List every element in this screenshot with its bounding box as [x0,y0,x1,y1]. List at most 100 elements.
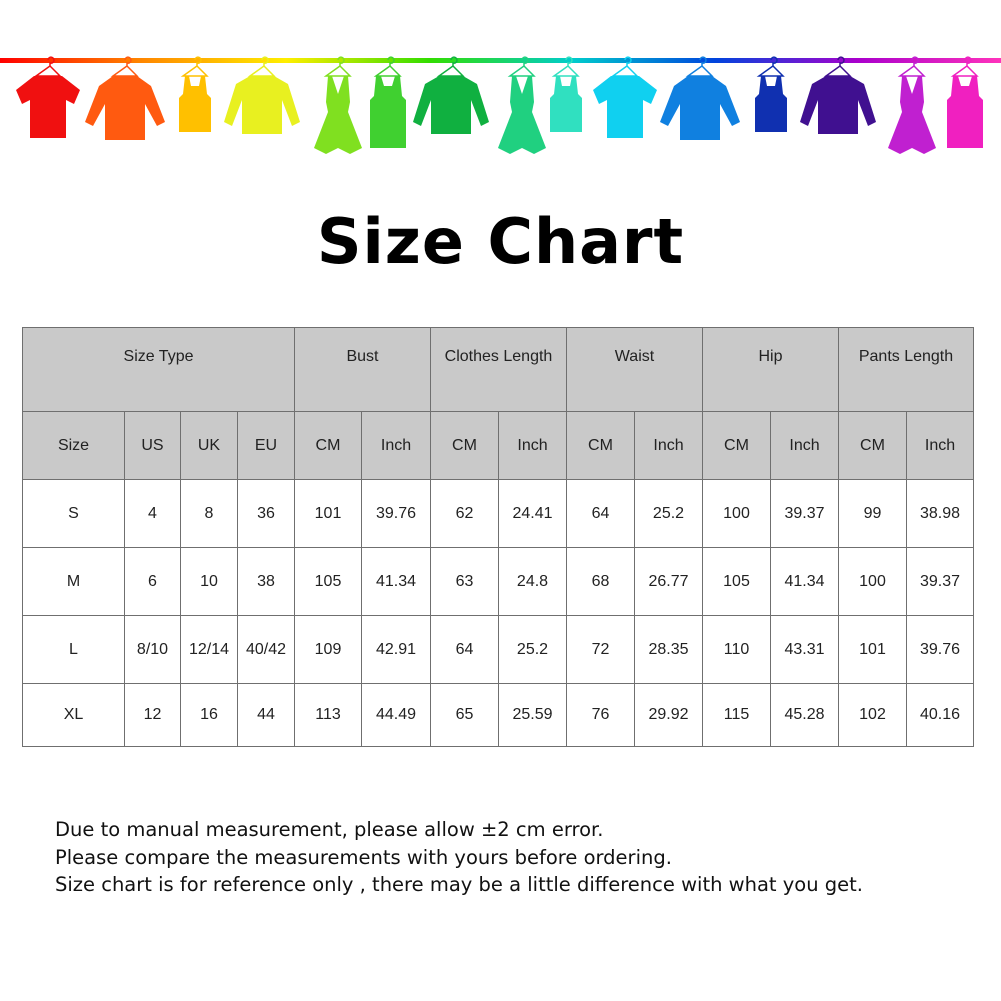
table-cell: 40.16 [906,683,974,747]
table-cell: 39.37 [906,547,974,616]
sub-header-cell: CM [294,411,362,480]
table-cell: 64 [566,479,635,548]
hanger-icon [897,56,926,77]
table-cell: 38.98 [906,479,974,548]
table-cell: 29.92 [634,683,703,747]
tank-top-icon [179,56,211,132]
sub-header-cell: Inch [634,411,703,480]
hanger-icon [823,56,852,77]
sub-header-cell: CM [430,411,499,480]
belted-dress-icon [947,56,983,148]
table-cell: 113 [294,683,362,747]
page-title: Size Chart [316,205,685,278]
hanger-icon [551,56,580,77]
table-cell: 63 [430,547,499,616]
table-cell: 44 [237,683,295,747]
table-cell: 4 [124,479,181,548]
dress-icon [314,56,362,154]
header-clothes-length: Clothes Length [430,327,567,412]
table-cell: M [22,547,125,616]
tshirt-icon [593,56,657,138]
table-cell: 41.34 [361,547,431,616]
table-cell: 39.76 [361,479,431,548]
table-cell: 39.76 [906,615,974,684]
table-cell: 24.8 [498,547,567,616]
shirt-icon [660,56,740,140]
table-cell: 39.37 [770,479,839,548]
table-cell: 42.91 [361,615,431,684]
table-cell: 25.59 [498,683,567,747]
sub-header-cell: EU [237,411,295,480]
table-cell: 72 [566,615,635,684]
sub-header-cell: Inch [498,411,567,480]
table-cell: 28.35 [634,615,703,684]
clothes-rod [0,58,1001,63]
sub-header-cell: CM [566,411,635,480]
table-row: M 6 10 38 105 41.34 63 24.8 68 26.77 105 41.34 100 39… [22,547,974,616]
header-hip: Hip [702,327,839,412]
tank-top-icon [755,56,787,132]
table-cell: 100 [702,479,771,548]
hanger-icon [685,56,714,77]
table-cell: 12/14 [180,615,238,684]
hanger-icon [247,56,276,77]
sub-header-row: Size US UK EU CM Inch CM Inch CM Inch CM Inch CM Inch [22,411,974,480]
table-cell: 105 [702,547,771,616]
table-cell: 6 [124,547,181,616]
table-cell: 102 [838,683,907,747]
table-cell: 68 [566,547,635,616]
hanger-icon [507,56,536,77]
hanger-icon [950,56,979,77]
sub-header-cell: CM [702,411,771,480]
table-row: L 8/10 12/14 40/42 109 42.91 64 25.2 72 28.35 110 4… [22,615,974,684]
table-cell: 8/10 [124,615,181,684]
clothes-hanger-banner [0,56,1001,154]
sub-header-cell: CM [838,411,907,480]
note-line: Due to manual measurement, please allow … [55,818,604,841]
table-cell: 8 [180,479,238,548]
table-cell: 36 [237,479,295,548]
table-cell: 76 [566,683,635,747]
shirt-icon [85,56,165,140]
table-cell: 64 [430,615,499,684]
table-cell: 101 [294,479,362,548]
dress-icon [888,56,936,154]
table-cell: 115 [702,683,771,747]
table-row: S 4 8 36 101 39.76 62 24.41 64 25.2 100 39.37 99 38.9… [22,479,974,548]
hanger-icon [610,56,639,77]
table-cell: 25.2 [498,615,567,684]
sweater-icon [800,56,876,134]
table-cell: 16 [180,683,238,747]
table-row: XL 12 16 44 113 44.49 65 25.59 76 29.92 115 45.28 10… [22,683,974,747]
size-chart-table: Size Type Bust Clothes Length Waist Hip … [22,327,974,747]
table-cell: XL [22,683,125,747]
hanger-icon [756,56,785,77]
table-cell: 41.34 [770,547,839,616]
table-cell: 100 [838,547,907,616]
table-cell: 45.28 [770,683,839,747]
hanger-icon [180,56,209,77]
header-size-type: Size Type [22,327,295,412]
sub-header-cell: Inch [770,411,839,480]
sub-header-cell: Inch [906,411,974,480]
note-line: Please compare the measurements with you… [55,845,672,869]
hanger-icon [323,56,352,77]
table-cell: 43.31 [770,615,839,684]
hanger-icon [436,56,465,77]
header-bust: Bust [294,327,431,412]
table-cell: L [22,615,125,684]
table-cell: 65 [430,683,499,747]
table-cell: 40/42 [237,615,295,684]
table-cell: 24.41 [498,479,567,548]
sweater-icon [224,56,300,134]
table-cell: 105 [294,547,362,616]
belted-dress-icon [370,56,406,148]
hanger-icon [110,56,139,77]
dress-icon [498,56,546,154]
sweater-icon [413,56,489,134]
table-cell: 44.49 [361,683,431,747]
table-cell: 38 [237,547,295,616]
tshirt-icon [16,56,80,138]
note-line: Size chart is for reference only , there… [55,873,863,896]
table-cell: 26.77 [634,547,703,616]
